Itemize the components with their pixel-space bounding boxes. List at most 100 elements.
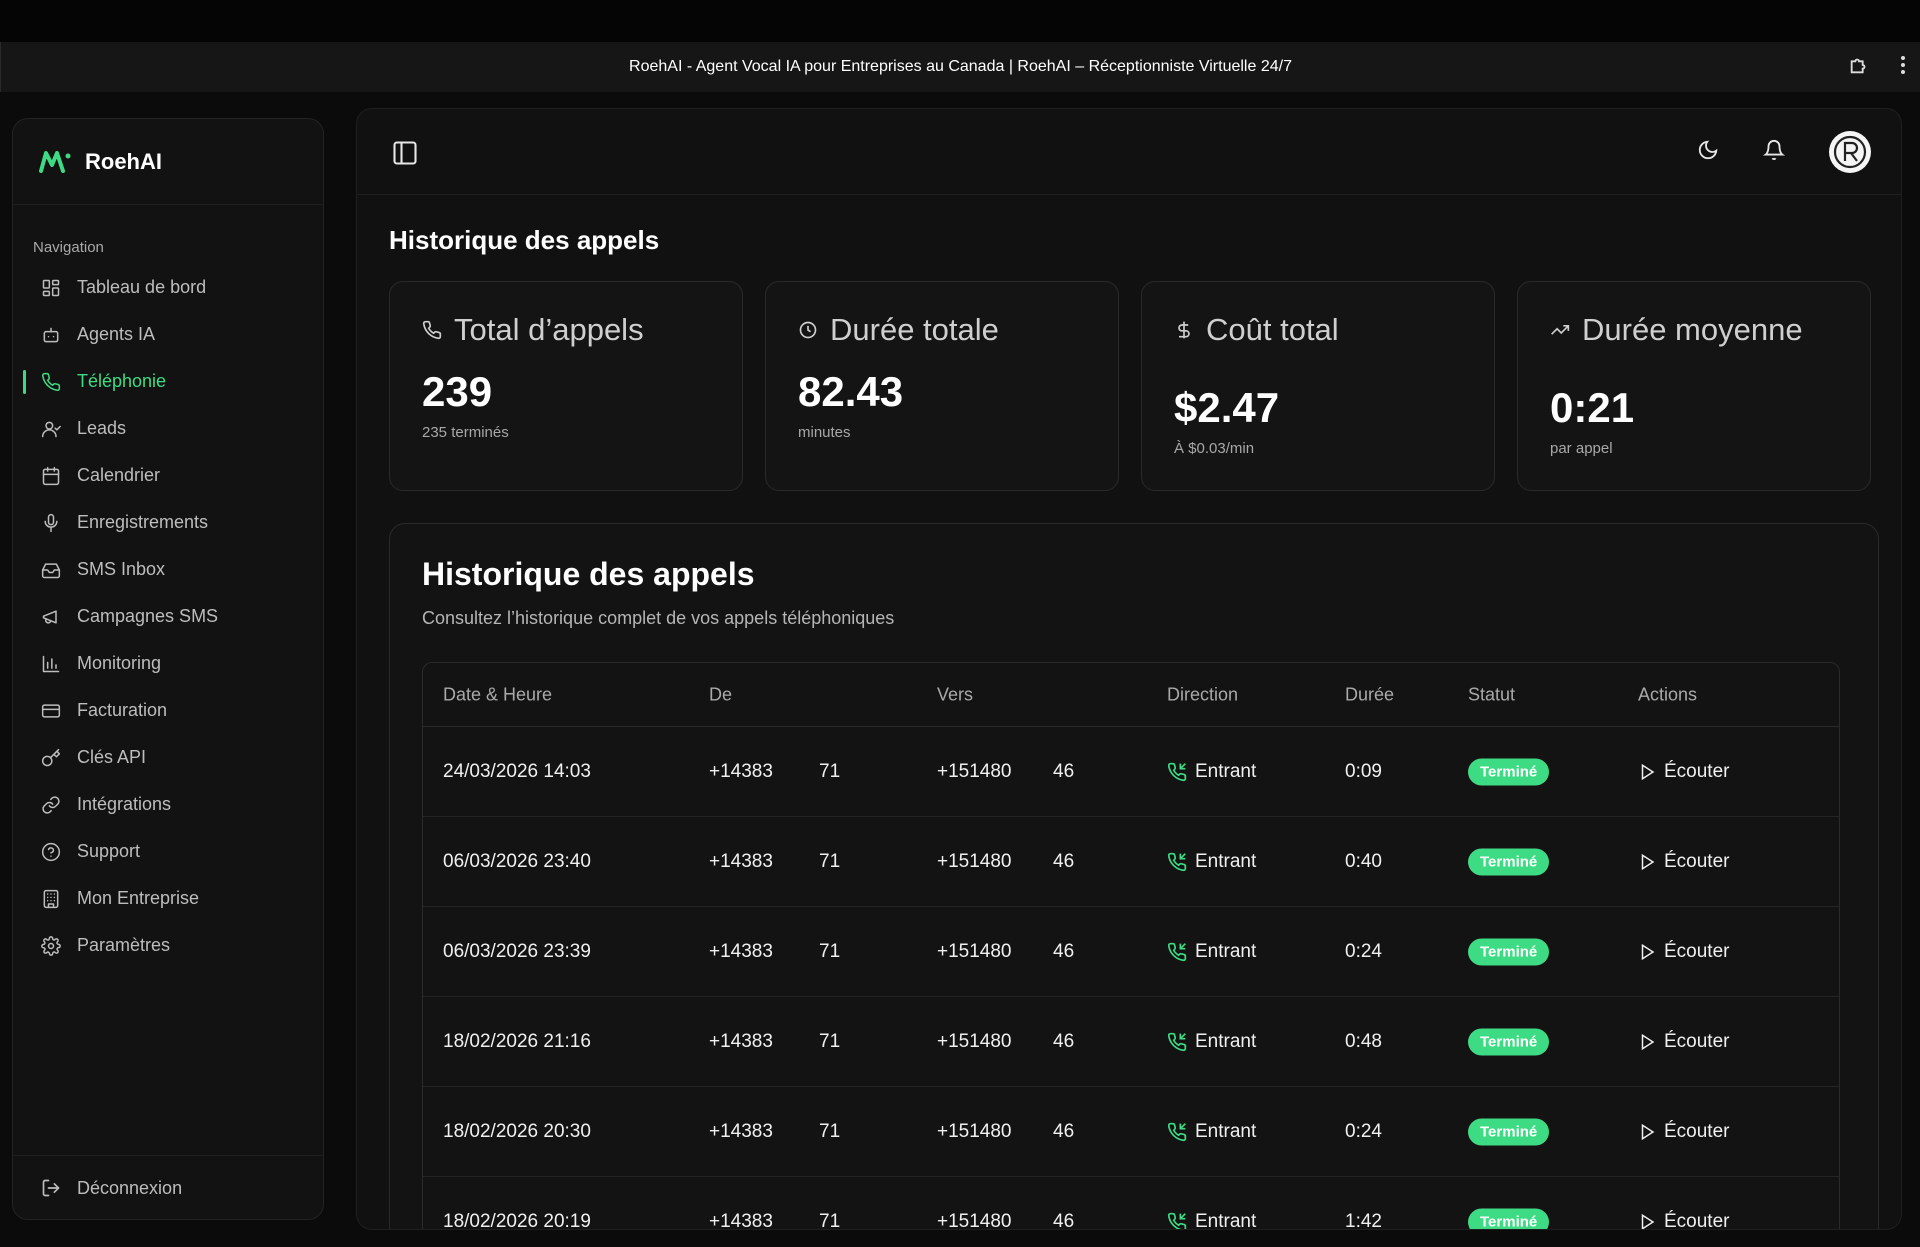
logout-button[interactable]: Déconnexion — [13, 1156, 323, 1220]
sidebar-item-enregistrements[interactable]: Enregistrements — [13, 499, 323, 546]
sidebar-item-integrations[interactable]: Intégrations — [13, 781, 323, 828]
sidebar-item-label: SMS Inbox — [77, 559, 166, 579]
table-header: Date & Heure De Vers Direction Durée Sta… — [423, 663, 1839, 727]
table-row[interactable]: 18/02/2026 21:16 +14383 71 +151480 46 Entrant… — [423, 997, 1839, 1087]
avatar[interactable] — [1829, 131, 1871, 173]
page-title: Historique des appels — [389, 225, 660, 255]
listen-button[interactable]: Écouter — [1638, 1210, 1730, 1230]
main-header — [357, 109, 1901, 195]
stat-label: Durée moyenne — [1582, 312, 1803, 347]
status-badge-cell: Terminé — [1468, 1028, 1550, 1055]
sidebar-item-label: Tableau de bord — [77, 277, 207, 297]
sidebar-item-parametres[interactable]: Paramètres — [13, 922, 323, 969]
direction-cell: Entrant — [1167, 1121, 1256, 1143]
logout-section: Déconnexion — [13, 1155, 323, 1219]
column-header-actions: Actions — [1638, 684, 1698, 704]
sidebar-toggle-icon[interactable] — [391, 139, 419, 172]
browser-top-strip — [0, 0, 1920, 42]
call-date: 06/03/2026 23:40 — [443, 850, 591, 872]
sidebar-item-telephonie[interactable]: Téléphonie — [13, 358, 323, 405]
call-date: 18/02/2026 20:19 — [443, 1210, 591, 1230]
play-icon — [1641, 1213, 1655, 1229]
stat-sub: 235 terminés — [422, 424, 509, 441]
phone-incoming-icon — [1167, 852, 1187, 871]
moon-icon[interactable] — [1697, 139, 1719, 166]
sidebar-item-tableau-de-bord[interactable]: Tableau de bord — [13, 264, 323, 311]
sidebar-item-campagnes-sms[interactable]: Campagnes SMS — [13, 593, 323, 640]
status-badge-cell: Terminé — [1468, 758, 1550, 785]
status-badge: Terminé — [1468, 848, 1550, 875]
sidebar-item-mon-entreprise[interactable]: Mon Entreprise — [13, 875, 323, 922]
table-row[interactable]: 18/02/2026 20:30 +14383 71 +151480 46 Entrant… — [423, 1087, 1839, 1177]
table-row[interactable]: 06/03/2026 23:39 +14383 71 +151480 46 Entrant… — [423, 907, 1839, 997]
direction-cell: Entrant — [1167, 1211, 1256, 1229]
sidebar-item-support[interactable]: Support — [13, 828, 323, 875]
direction-cell: Entrant — [1167, 1031, 1256, 1053]
stat-card-average-duration: Durée moyenne 0:21 par appel — [1517, 281, 1871, 491]
sidebar-item-agents-ia[interactable]: Agents IA — [13, 311, 323, 358]
listen-button[interactable]: Écouter — [1638, 851, 1729, 873]
listen-button[interactable]: Écouter — [1638, 1031, 1729, 1053]
phone-incoming-icon — [1167, 762, 1187, 781]
column-header-from[interactable]: De — [709, 684, 733, 704]
column-header-to[interactable]: Vers — [937, 684, 974, 704]
column-header-status[interactable]: Statut — [1468, 684, 1516, 704]
caller-number-end: 71 — [819, 850, 841, 872]
stat-value: 239 — [422, 368, 493, 415]
user-icon — [41, 421, 61, 437]
callee-number-end: 46 — [1053, 760, 1075, 782]
brand[interactable]: RoehAI — [13, 119, 323, 205]
status-badge-cell: Terminé — [1468, 848, 1550, 875]
phone-icon — [42, 372, 61, 391]
bell-icon[interactable] — [1762, 139, 1786, 166]
extension-icon[interactable] — [1848, 54, 1870, 76]
sidebar-item-sms-inbox[interactable]: SMS Inbox — [13, 546, 323, 593]
more-menu-icon[interactable] — [1900, 55, 1906, 75]
table-row[interactable]: 06/03/2026 23:40 +14383 71 +151480 46 Entrant… — [423, 817, 1839, 907]
microphone-icon — [44, 513, 58, 532]
table-row[interactable]: 24/03/2026 14:03 +14383 71 +151480 46 Entrant… — [423, 727, 1839, 817]
direction-label: Entrant — [1195, 1120, 1257, 1142]
listen-label: Écouter — [1664, 850, 1730, 872]
stat-sub: par appel — [1550, 440, 1613, 457]
column-header-date[interactable]: Date & Heure — [443, 684, 553, 704]
sidebar-item-calendrier[interactable]: Calendrier — [13, 452, 323, 499]
settings-icon — [41, 935, 61, 956]
sidebar-item-label: Mon Entreprise — [77, 888, 200, 908]
stat-label: Total d’appels — [454, 312, 644, 347]
stat-card-total-cost: Coût total $2.47 À $0.03/min — [1141, 281, 1495, 491]
trending-up-icon — [1551, 325, 1570, 335]
call-date: 06/03/2026 23:39 — [443, 940, 591, 962]
sidebar-item-cles-api[interactable]: Clés API — [13, 734, 323, 781]
brand-name: RoehAI — [85, 148, 162, 174]
browser-title: RoehAI - Agent Vocal IA pour Entreprises… — [629, 58, 1292, 75]
direction-label: Entrant — [1195, 850, 1257, 872]
play-icon — [1641, 1033, 1655, 1050]
credit-card-icon — [41, 703, 61, 718]
listen-label: Écouter — [1664, 1030, 1730, 1052]
listen-label: Écouter — [1664, 1120, 1730, 1142]
nav-list: Tableau de bord Agents IA Téléphonie Leads C… — [13, 264, 323, 969]
dashboard-icon — [42, 279, 60, 296]
sidebar-item-label: Campagnes SMS — [77, 606, 219, 626]
phone-incoming-icon — [1167, 1122, 1187, 1141]
direction-label: Entrant — [1195, 760, 1257, 782]
sidebar-item-label: Téléphonie — [77, 371, 167, 391]
direction-cell: Entrant — [1167, 941, 1256, 963]
call-duration: 0:24 — [1345, 940, 1382, 962]
listen-button[interactable]: Écouter — [1638, 1121, 1729, 1143]
sidebar-item-facturation[interactable]: Facturation — [13, 687, 323, 734]
listen-button[interactable]: Écouter — [1638, 761, 1729, 783]
column-header-duration[interactable]: Durée — [1345, 684, 1395, 704]
status-badge: Terminé — [1468, 938, 1550, 965]
listen-label: Écouter — [1664, 1210, 1730, 1230]
listen-button[interactable]: Écouter — [1638, 941, 1729, 963]
sidebar-item-monitoring[interactable]: Monitoring — [13, 640, 323, 687]
sidebar-item-leads[interactable]: Leads — [13, 405, 323, 452]
column-header-direction[interactable]: Direction — [1167, 684, 1239, 704]
caller-number-start: +14383 — [709, 760, 773, 782]
direction-cell: Entrant — [1167, 851, 1256, 873]
sidebar-item-label: Clés API — [77, 747, 147, 767]
logout-icon — [42, 1179, 60, 1197]
table-row[interactable]: 18/02/2026 20:19 +14383 71 +151480 46 Entrant… — [423, 1177, 1839, 1230]
